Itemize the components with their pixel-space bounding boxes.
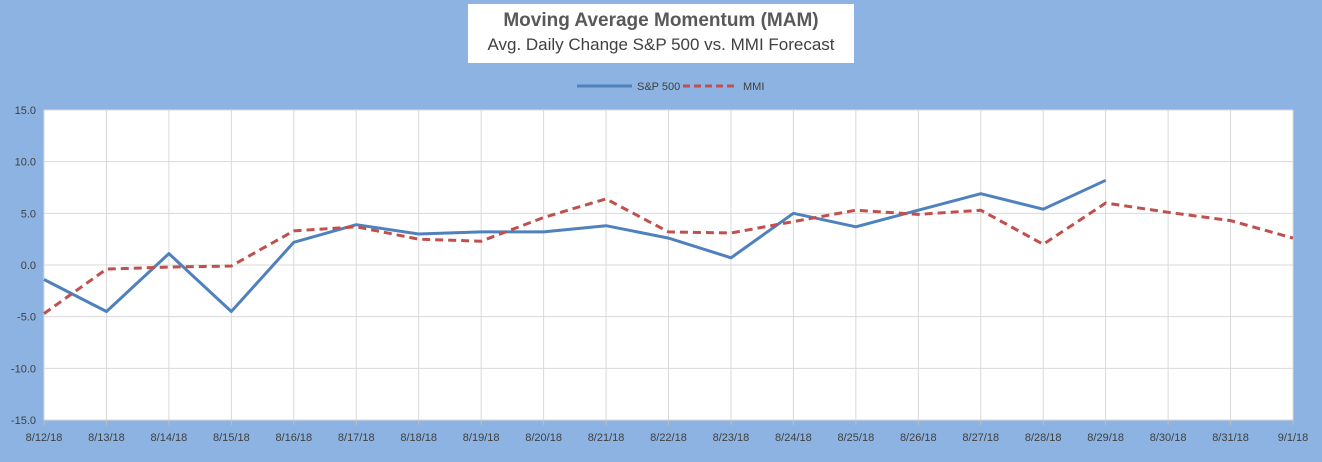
x-tick-label: 8/18/18 bbox=[400, 432, 437, 444]
legend: S&P 500 MMI bbox=[577, 81, 764, 93]
y-tick-label: 10.0 bbox=[15, 157, 36, 169]
x-tick-label: 8/13/18 bbox=[88, 432, 125, 444]
x-tick-label: 8/12/18 bbox=[26, 432, 63, 444]
chart-subtitle: Avg. Daily Change S&P 500 vs. MMI Foreca… bbox=[487, 35, 835, 54]
x-tick-label: 8/29/18 bbox=[1087, 432, 1124, 444]
series-line-mmi bbox=[43, 197, 1294, 315]
x-tick-label: 8/26/18 bbox=[900, 432, 937, 444]
x-tick-label: 8/17/18 bbox=[338, 432, 375, 444]
y-tick-label: 0.0 bbox=[21, 260, 36, 272]
x-tick-label: 8/15/18 bbox=[213, 432, 250, 444]
legend-label: MMI bbox=[743, 81, 764, 93]
x-tick-label: 8/24/18 bbox=[775, 432, 812, 444]
x-tick-label: 8/28/18 bbox=[1025, 432, 1062, 444]
y-tick-label: -10.0 bbox=[11, 363, 36, 375]
chart-title: Moving Average Momentum (MAM) bbox=[503, 10, 819, 31]
legend-label: S&P 500 bbox=[637, 81, 680, 93]
gridlines bbox=[43, 109, 1294, 421]
x-tick-label: 8/31/18 bbox=[1212, 432, 1249, 444]
y-tick-label: 15.0 bbox=[15, 105, 36, 117]
x-tick-label: 8/23/18 bbox=[713, 432, 750, 444]
x-tick-label: 8/22/18 bbox=[650, 432, 687, 444]
axes: 15.0 10.0 5.0 0.0 -5.0 -10.0 -15.0 8/12/18 8/13/… bbox=[11, 105, 1308, 444]
x-tick-label: 8/25/18 bbox=[837, 432, 874, 444]
x-tick-label: 8/14/18 bbox=[151, 432, 188, 444]
series-lines bbox=[43, 178, 1294, 315]
y-tick-label: 5.0 bbox=[21, 208, 36, 220]
x-tick-label: 8/20/18 bbox=[525, 432, 562, 444]
x-tick-label: 8/27/18 bbox=[962, 432, 999, 444]
y-tick-label: -5.0 bbox=[17, 312, 36, 324]
series-line-sp500 bbox=[43, 178, 1107, 313]
x-tick-label: 8/19/18 bbox=[463, 432, 500, 444]
y-tick-label: -15.0 bbox=[11, 415, 36, 427]
x-tick-label: 8/30/18 bbox=[1150, 432, 1187, 444]
x-tick-label: 8/16/18 bbox=[275, 432, 312, 444]
x-tick-label: 8/21/18 bbox=[588, 432, 625, 444]
chart-title-box: Moving Average Momentum (MAM) Avg. Daily… bbox=[468, 4, 854, 63]
x-tick-label: 9/1/18 bbox=[1278, 432, 1309, 444]
